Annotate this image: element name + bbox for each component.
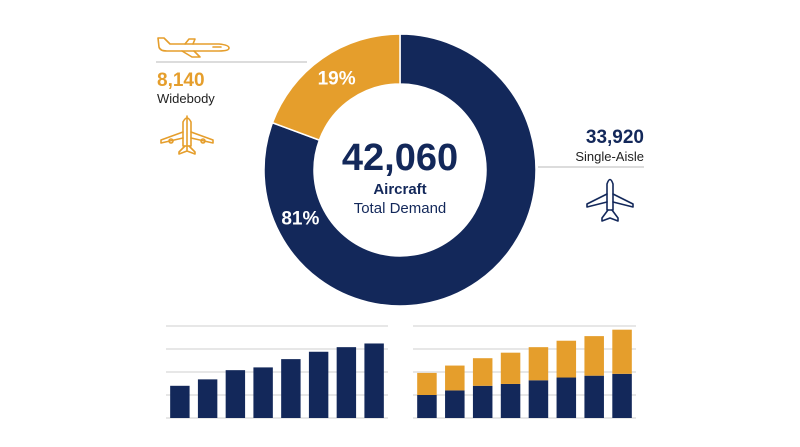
stacked-bar-lower-segment (445, 390, 465, 418)
single-aisle-percent-label: 81% (281, 208, 320, 230)
bar (197, 379, 218, 418)
widebody-label: Widebody (157, 91, 215, 106)
stacked-bar-upper-segment (472, 358, 493, 386)
bar (336, 347, 357, 418)
single-aisle-airplane-icon (586, 178, 634, 222)
stacked-bar-upper-segment (528, 347, 549, 381)
stacked-bar-upper-segment (417, 372, 437, 395)
total-demand-unit: Aircraft (373, 181, 427, 198)
bar (308, 351, 329, 418)
stacked-bar-upper-segment (584, 336, 604, 376)
stacked-bar-upper-segment (445, 365, 465, 391)
stacked-bar-upper-segment (500, 352, 521, 384)
bar (281, 359, 301, 418)
stacked-bar-lower-segment (584, 375, 604, 418)
bar (253, 367, 273, 418)
stacked-bar-lower-segment (417, 395, 437, 418)
bar (364, 343, 384, 418)
stacked-bar-lower-segment (500, 383, 521, 418)
bar (225, 370, 246, 418)
total-demand-caption: Total Demand (353, 200, 447, 217)
stacked-bar-lower-segment (528, 380, 549, 418)
donut-slice-single-aisle (263, 33, 537, 307)
stacked-bar-lower-segment (556, 377, 577, 418)
widebody-percent-label: 19% (317, 68, 356, 90)
widebody-front-airplane-icon (160, 115, 214, 155)
right-bar-series (417, 329, 632, 418)
bar (170, 385, 190, 418)
donut-slice-widebody (271, 33, 401, 142)
widebody-airplane-icon (157, 37, 230, 58)
stacked-bar-upper-segment (556, 340, 577, 378)
stacked-bar-lower-segment (612, 373, 632, 418)
stacked-bar-lower-segment (472, 385, 493, 418)
widebody-value: 8,140 (157, 70, 205, 91)
single-aisle-label: Single-Aisle (575, 149, 644, 164)
left-bar-series (170, 343, 384, 418)
donut-slices (263, 33, 537, 307)
total-demand-number: 42,060 (341, 137, 459, 179)
stacked-bar-upper-segment (612, 329, 632, 374)
single-aisle-value: 33,920 (585, 127, 644, 148)
